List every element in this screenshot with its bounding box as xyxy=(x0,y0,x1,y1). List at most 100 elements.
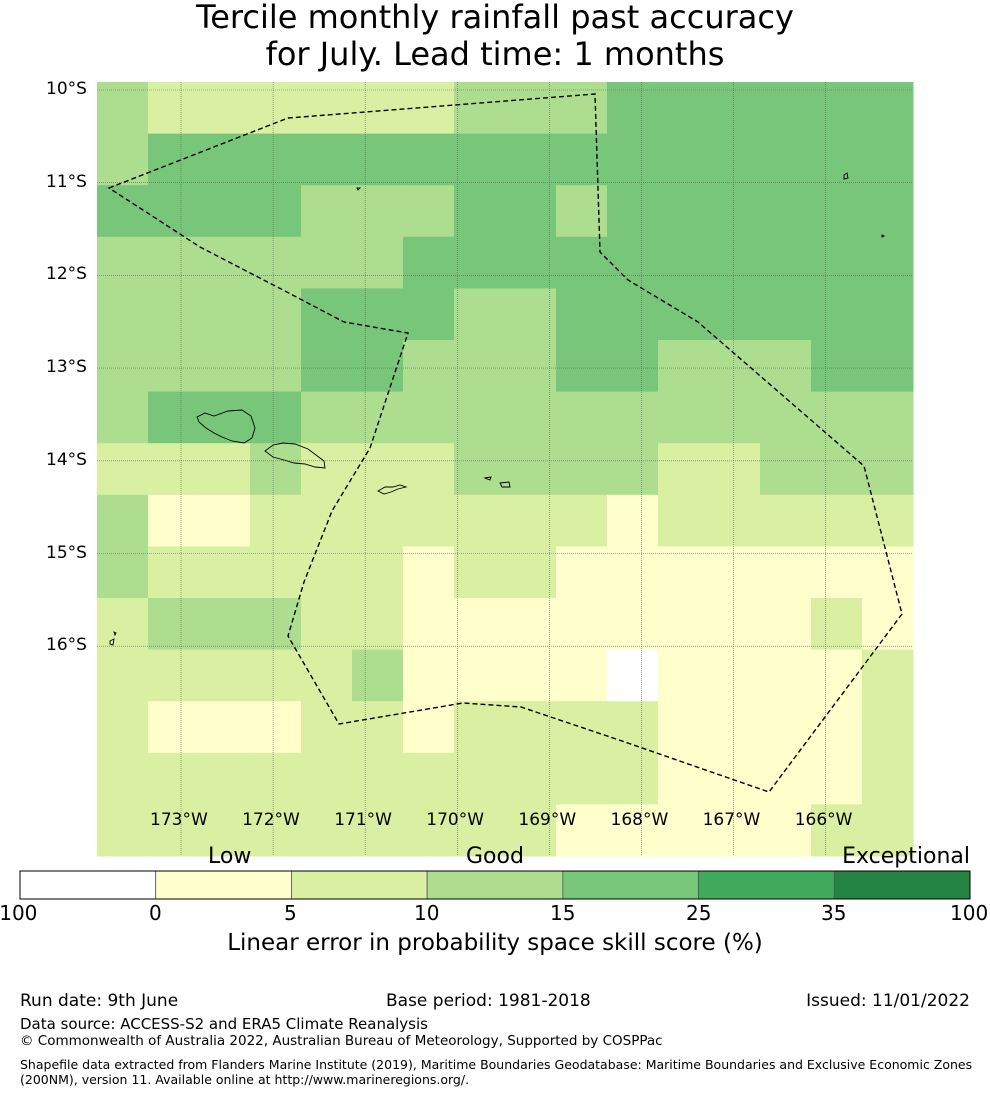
map-title-line1: Tercile monthly rainfall past accuracy xyxy=(196,0,794,36)
grid-cell xyxy=(709,391,761,444)
grid-cell xyxy=(760,288,812,341)
grid-cell xyxy=(607,494,659,547)
grid-cell xyxy=(607,804,659,857)
grid-cell xyxy=(760,340,812,393)
grid-cell xyxy=(505,443,557,496)
grid-cell xyxy=(811,494,863,547)
colorbar-tick-label: -100 xyxy=(0,901,38,925)
grid-cell xyxy=(403,185,455,238)
grid-cell xyxy=(352,288,404,341)
grid-cell xyxy=(658,185,710,238)
longitude-label: 170°W xyxy=(426,810,485,830)
grid-cell xyxy=(352,546,404,599)
grid-cell xyxy=(760,391,812,444)
grid-cell xyxy=(148,82,200,135)
grid-cell xyxy=(454,701,506,754)
grid-cell xyxy=(250,804,302,857)
grid-cell xyxy=(403,340,455,393)
grid-cell xyxy=(199,185,251,238)
grid-cell xyxy=(505,804,557,857)
grid-cell xyxy=(505,752,557,805)
grid-cell xyxy=(454,340,506,393)
colorbar-frame xyxy=(19,870,971,900)
grid-cell xyxy=(97,649,149,702)
small-atoll xyxy=(881,234,886,238)
grid-cell xyxy=(148,391,200,444)
grid-cell xyxy=(709,185,761,238)
grid-cell xyxy=(199,701,251,754)
grid-cell xyxy=(403,391,455,444)
grid-cell xyxy=(301,804,353,857)
grid-cell xyxy=(352,443,404,496)
grid-cell xyxy=(811,752,863,805)
grid-cell xyxy=(352,340,404,393)
grid-cell xyxy=(556,443,608,496)
grid-cell xyxy=(454,546,506,599)
latitude-label: 12°S xyxy=(46,264,87,285)
grid-cell xyxy=(454,804,506,857)
longitude-label: 166°W xyxy=(794,810,853,830)
grid-cell xyxy=(301,391,353,444)
grid-cell xyxy=(607,185,659,238)
wallis-islet xyxy=(109,631,117,646)
category-low-label: Low xyxy=(208,844,252,869)
grid-cell xyxy=(862,391,914,444)
savaii-island xyxy=(196,409,256,444)
grid-cell xyxy=(811,804,863,857)
grid-cell xyxy=(556,649,608,702)
grid-cell xyxy=(352,598,404,651)
grid-cell xyxy=(148,340,200,393)
grid-cell xyxy=(760,649,812,702)
grid-cell xyxy=(709,804,761,857)
grid-cell xyxy=(352,494,404,547)
grid-cell xyxy=(250,598,302,651)
grid-cell xyxy=(403,752,455,805)
longitude-label: 173°W xyxy=(150,810,208,830)
longitude-label: 171°W xyxy=(334,810,392,830)
latitude-label: 11°S xyxy=(46,171,87,192)
grid-cell xyxy=(607,649,659,702)
data-source: Data source: ACCESS-S2 and ERA5 Climate … xyxy=(20,1015,428,1033)
grid-cell xyxy=(811,236,863,289)
grid-cell xyxy=(658,494,710,547)
grid-cell xyxy=(301,752,353,805)
colorbar-segment xyxy=(562,870,699,900)
grid-cell xyxy=(199,133,251,186)
grid-cell xyxy=(148,133,200,186)
grid-cell xyxy=(505,701,557,754)
grid-cell xyxy=(403,804,455,857)
grid-cell xyxy=(148,288,200,341)
grid-cell xyxy=(148,443,200,496)
grid-cell xyxy=(97,82,149,135)
grid-cell xyxy=(709,494,761,547)
grid-cell xyxy=(454,598,506,651)
grid-cell xyxy=(454,236,506,289)
grid-cell xyxy=(811,288,863,341)
eez-boundary xyxy=(107,93,903,793)
colorbar-segment xyxy=(426,870,564,900)
grid-cell xyxy=(97,494,149,547)
issued-date: Issued: 11/01/2022 xyxy=(806,991,970,1011)
grid-cell xyxy=(199,236,251,289)
colorbar xyxy=(19,870,971,900)
grid-cell xyxy=(301,133,353,186)
grid-cell xyxy=(811,649,863,702)
grid-cell xyxy=(199,443,251,496)
grid-cell xyxy=(862,804,914,857)
grid-cell xyxy=(505,236,557,289)
grid-cell xyxy=(301,494,353,547)
colorbar-segment xyxy=(833,870,971,900)
grid-cell xyxy=(454,443,506,496)
samoa-islands xyxy=(109,172,886,646)
grid-cell xyxy=(658,340,710,393)
grid-cell xyxy=(709,288,761,341)
grid-cell xyxy=(862,443,914,496)
map-title-line2: for July. Lead time: 1 months xyxy=(265,35,725,73)
grid-cell xyxy=(250,443,302,496)
grid-cell xyxy=(556,752,608,805)
grid-cell xyxy=(607,391,659,444)
grid-cell xyxy=(97,701,149,754)
grid-cell xyxy=(658,391,710,444)
grid-cell xyxy=(709,546,761,599)
grid-cell xyxy=(607,82,659,135)
